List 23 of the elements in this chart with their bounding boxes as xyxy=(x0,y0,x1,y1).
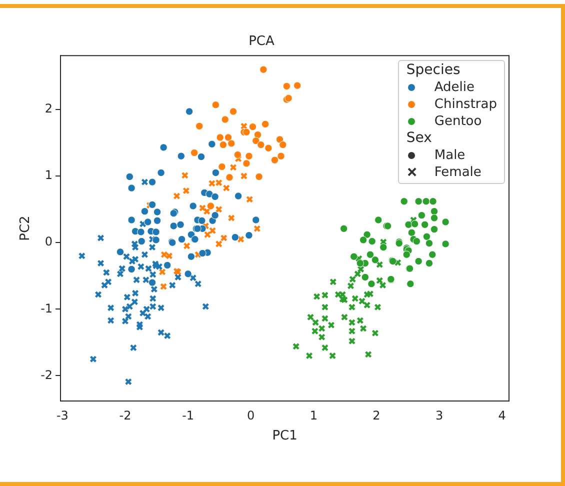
x-tick-label: 1 xyxy=(310,408,318,422)
y-tick-label: 2 xyxy=(44,102,53,116)
legend-label: Chinstrap xyxy=(434,96,497,113)
y-tick-label: 0 xyxy=(44,234,53,249)
x-tick-label: 3 xyxy=(435,408,444,422)
legend-title: Species xyxy=(406,62,462,79)
y-axis-title: PC2 xyxy=(18,216,34,241)
x-tick-label: 4 xyxy=(498,408,506,422)
x-tick-label: -1 xyxy=(182,408,194,422)
chart-title: PCA xyxy=(248,34,275,50)
x-tick-label: -2 xyxy=(119,408,132,422)
legend-label: Male xyxy=(434,146,466,164)
y-tick-label: -2 xyxy=(40,368,53,382)
legend-label: Gentoo xyxy=(434,112,482,130)
x-axis-title: PC1 xyxy=(272,428,298,444)
legend-label: Female xyxy=(434,164,482,181)
x-tick-label: -3 xyxy=(56,408,68,422)
x-tick-label: 2 xyxy=(372,408,380,422)
x-tick-label: 0 xyxy=(247,408,255,422)
legend-label: Adelie xyxy=(434,78,475,96)
y-tick-label: -1 xyxy=(40,301,53,316)
text: Sex xyxy=(406,130,433,147)
y-tick-label: 1 xyxy=(44,168,53,182)
